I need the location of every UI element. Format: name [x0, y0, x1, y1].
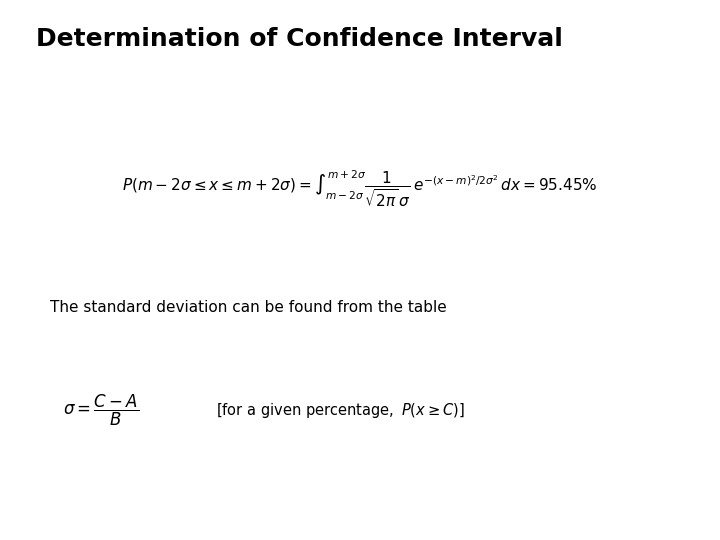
Text: $P(m - 2\sigma \leq x \leq m + 2\sigma) = \int_{m-2\sigma}^{m+2\sigma} \dfrac{1}: $P(m - 2\sigma \leq x \leq m + 2\sigma) … — [122, 168, 598, 210]
Text: $[\mathrm{for\ a\ given\ percentage,}\ P(x \geq C)]$: $[\mathrm{for\ a\ given\ percentage,}\ P… — [216, 401, 464, 420]
Text: $\sigma = \dfrac{C - A}{B}$: $\sigma = \dfrac{C - A}{B}$ — [63, 393, 139, 428]
Text: The standard deviation can be found from the table: The standard deviation can be found from… — [50, 300, 447, 315]
Text: Determination of Confidence Interval: Determination of Confidence Interval — [36, 27, 563, 51]
